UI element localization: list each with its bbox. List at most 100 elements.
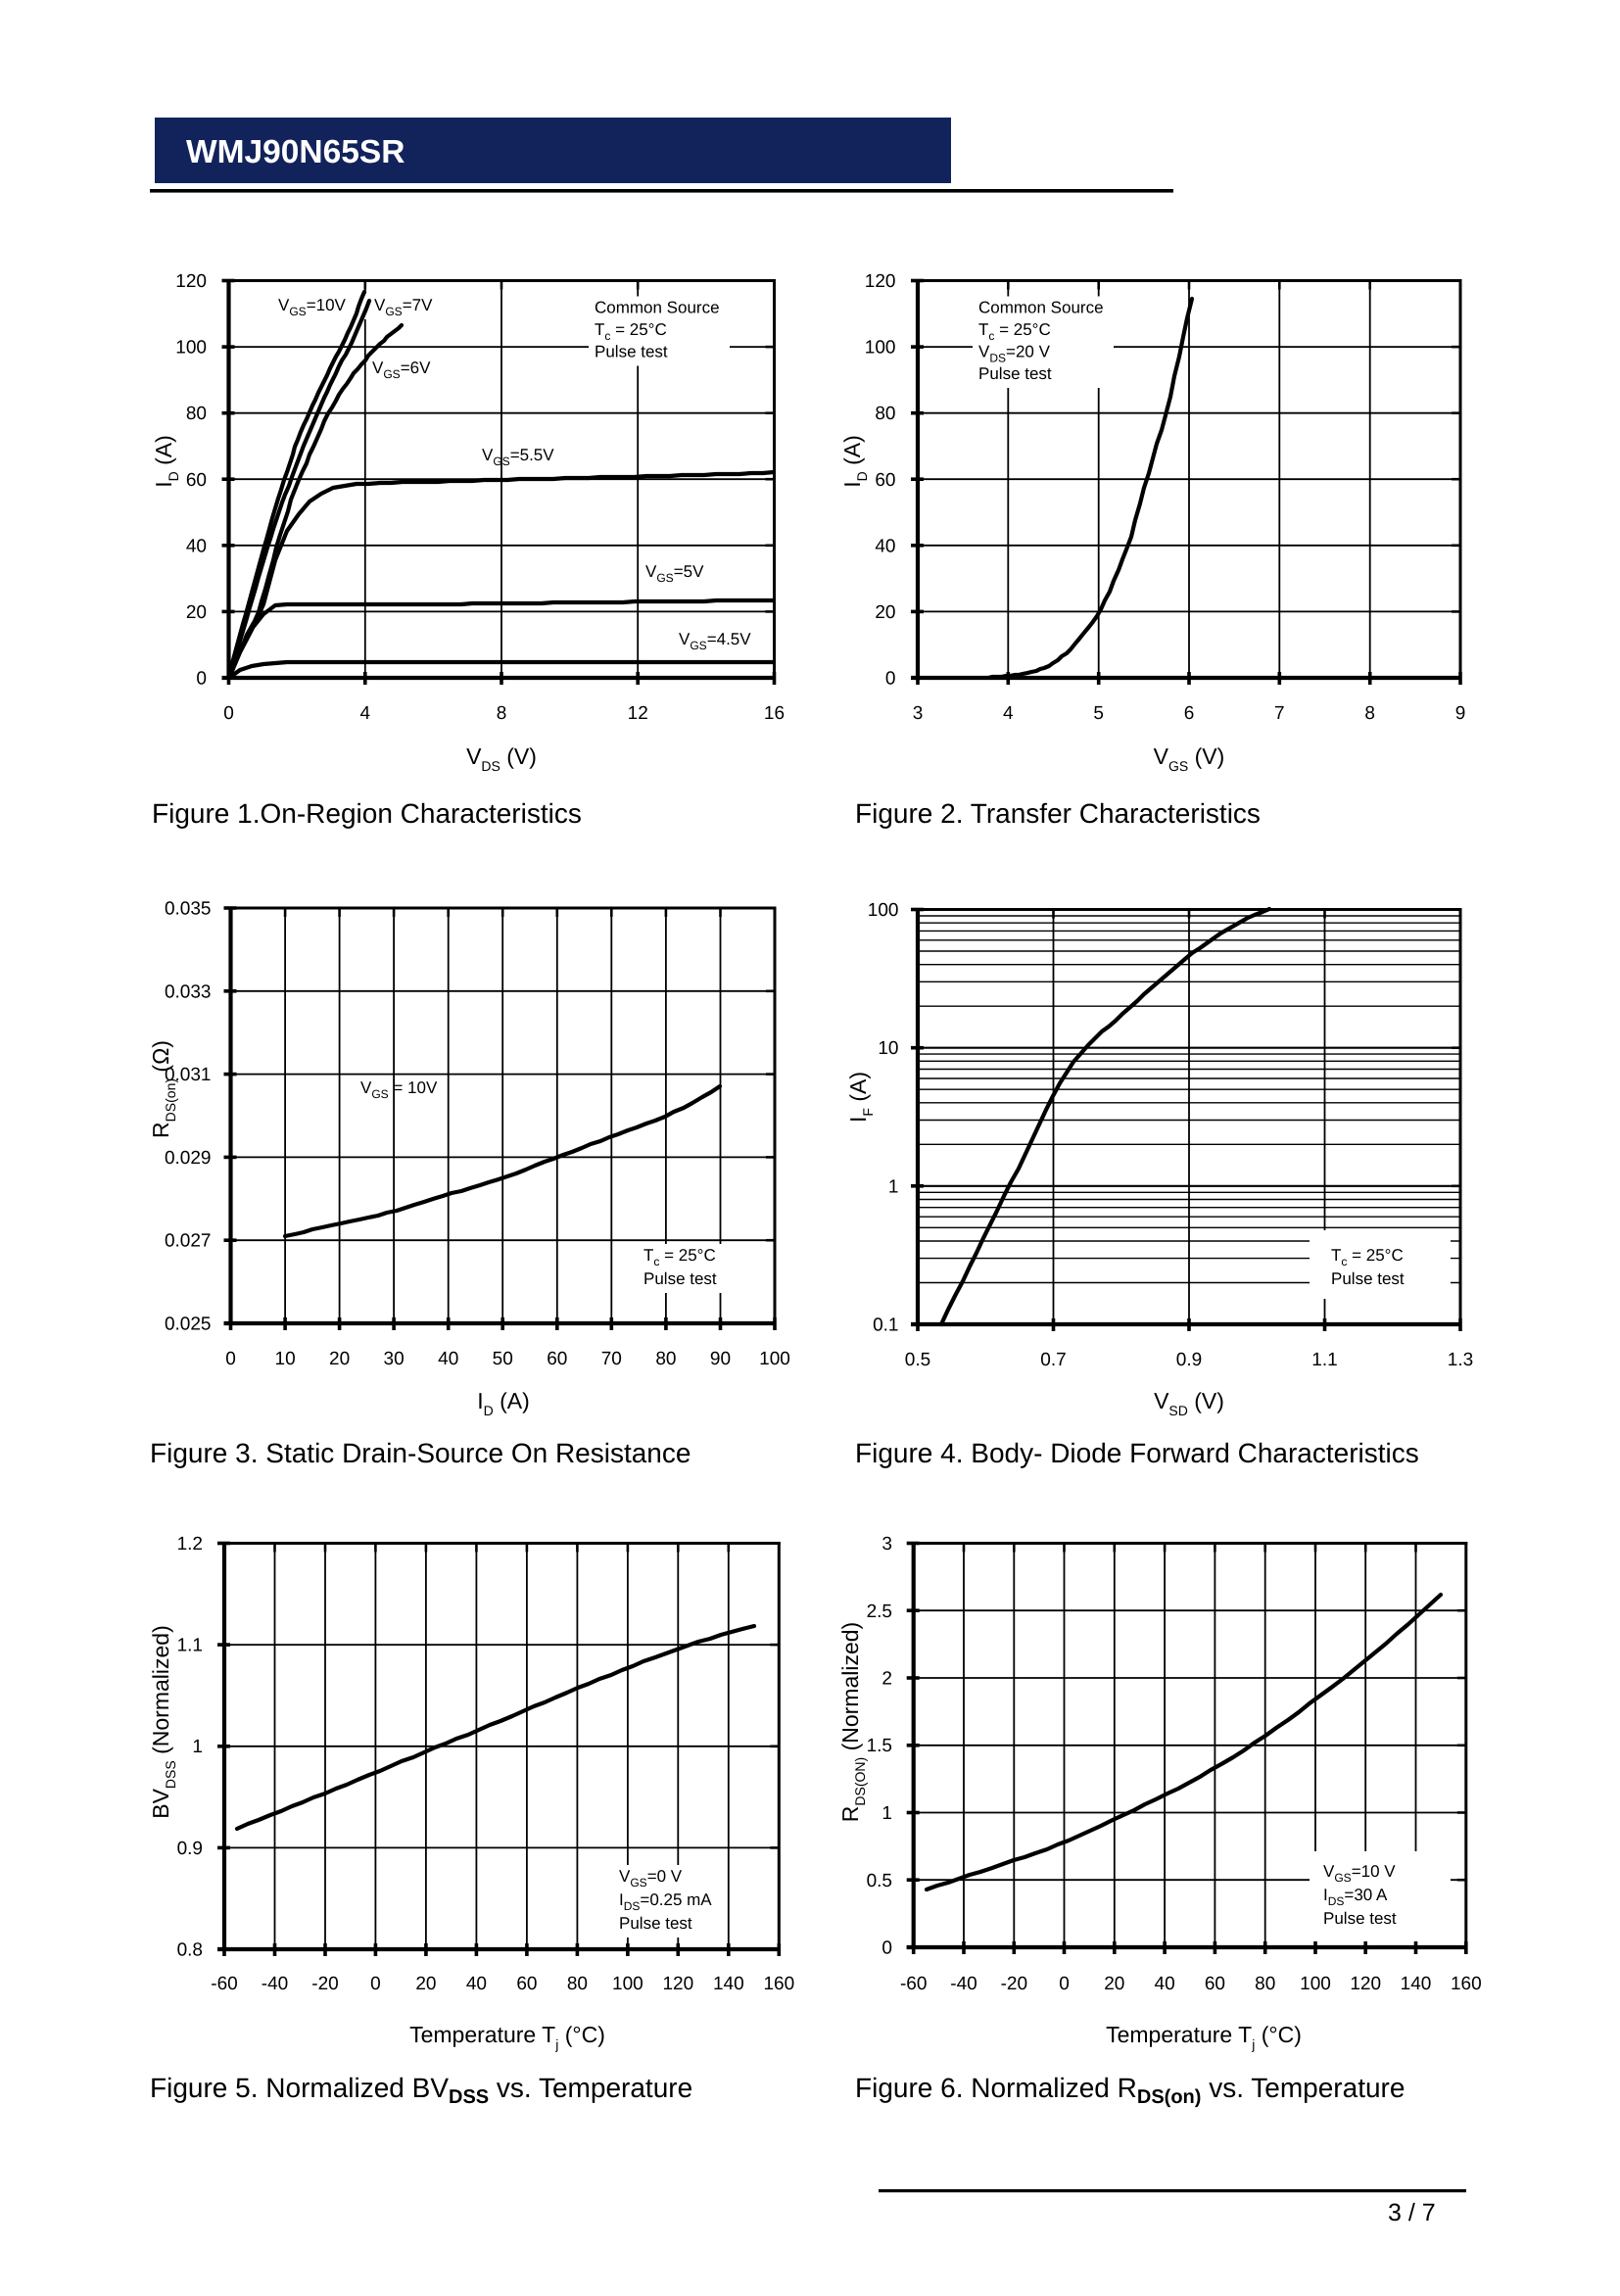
svg-text:3: 3	[913, 703, 924, 724]
svg-text:0.033: 0.033	[165, 981, 212, 1002]
svg-text:VGS​=5.5V: VGS​=5.5V	[482, 446, 554, 468]
svg-text:0: 0	[885, 669, 896, 690]
svg-text:Figure 6. Normalized RDS(on) v: Figure 6. Normalized RDS(on) vs. Tempera…	[855, 2073, 1405, 2108]
svg-text:VGS​=10 V: VGS​=10 V	[1323, 1862, 1396, 1885]
svg-text:VGS​=6V: VGS​=6V	[372, 359, 431, 381]
svg-text:1.1: 1.1	[177, 1636, 203, 1656]
svg-text:3: 3	[881, 1534, 892, 1555]
svg-text:5: 5	[1093, 703, 1104, 724]
svg-text:1.1: 1.1	[1311, 1350, 1337, 1370]
svg-text:160: 160	[763, 1974, 794, 1994]
svg-text:0: 0	[223, 703, 234, 724]
svg-text:40: 40	[438, 1349, 458, 1369]
svg-text:10: 10	[878, 1038, 898, 1059]
svg-text:100: 100	[612, 1974, 643, 1994]
svg-text:90: 90	[710, 1349, 731, 1369]
svg-text:0: 0	[196, 669, 207, 690]
svg-text:100: 100	[175, 338, 207, 359]
svg-text:-40: -40	[950, 1974, 977, 1994]
svg-text:VDS​ (V): VDS​ (V)	[466, 743, 537, 774]
svg-text:-60: -60	[900, 1974, 927, 1994]
svg-text:20: 20	[329, 1349, 350, 1369]
svg-text:0: 0	[225, 1349, 236, 1369]
svg-text:40: 40	[186, 536, 207, 556]
svg-text:60: 60	[547, 1349, 567, 1369]
svg-text:0: 0	[370, 1974, 381, 1994]
svg-text:100: 100	[759, 1349, 790, 1369]
svg-text:40: 40	[875, 536, 895, 556]
svg-text:Common Source: Common Source	[595, 299, 720, 317]
svg-text:Figure 2. Transfer Characteris: Figure 2. Transfer Characteristics	[855, 798, 1261, 829]
svg-text:120: 120	[175, 271, 207, 292]
svg-text:80: 80	[567, 1974, 588, 1994]
svg-text:VGS​=7V: VGS​=7V	[374, 296, 433, 318]
svg-text:20: 20	[186, 602, 207, 623]
svg-text:80: 80	[875, 404, 895, 424]
svg-text:WMJ90N65SR: WMJ90N65SR	[186, 134, 405, 170]
svg-text:2.5: 2.5	[867, 1602, 892, 1622]
svg-text:RDS(ON)​ (Normalized): RDS(ON)​ (Normalized)	[837, 1622, 868, 1822]
svg-text:Pulse test: Pulse test	[643, 1269, 717, 1288]
svg-text:120: 120	[1350, 1974, 1381, 1994]
svg-text:0.9: 0.9	[1176, 1350, 1202, 1370]
svg-text:VGS​=10V: VGS​=10V	[278, 296, 347, 318]
svg-text:IDS​=30 A: IDS​=30 A	[1323, 1886, 1388, 1908]
svg-text:Tc​ = 25°C: Tc​ = 25°C	[978, 320, 1051, 343]
svg-text:120: 120	[662, 1974, 693, 1994]
svg-text:VGS​=5V: VGS​=5V	[645, 562, 704, 585]
svg-text:Pulse test: Pulse test	[595, 343, 668, 361]
svg-text:80: 80	[655, 1349, 676, 1369]
svg-text:0.8: 0.8	[177, 1940, 203, 1961]
svg-text:1.3: 1.3	[1448, 1350, 1473, 1370]
svg-text:ID​ (A): ID​ (A)	[839, 435, 870, 488]
svg-text:RDS(on)​ (Ω): RDS(on)​ (Ω)	[148, 1040, 178, 1138]
svg-text:2: 2	[881, 1669, 892, 1690]
svg-text:60: 60	[516, 1974, 537, 1994]
svg-text:Figure 1.On-Region Characteris: Figure 1.On-Region Characteristics	[152, 798, 582, 829]
svg-text:70: 70	[601, 1349, 622, 1369]
svg-text:VGS​ = 10V: VGS​ = 10V	[360, 1078, 438, 1101]
svg-text:Pulse test: Pulse test	[1331, 1269, 1405, 1288]
svg-text:-20: -20	[1001, 1974, 1027, 1994]
svg-text:Tc​ = 25°C: Tc​ = 25°C	[595, 320, 667, 343]
svg-text:Pulse test: Pulse test	[978, 364, 1052, 383]
svg-text:1: 1	[192, 1737, 203, 1757]
svg-text:VDS​=20 V: VDS​=20 V	[978, 343, 1051, 365]
svg-text:Figure 3. Static Drain-Source: Figure 3. Static Drain-Source On Resista…	[150, 1438, 691, 1468]
svg-text:0.7: 0.7	[1040, 1350, 1066, 1370]
svg-text:20: 20	[875, 602, 895, 623]
svg-text:12: 12	[628, 703, 648, 724]
svg-text:10: 10	[275, 1349, 296, 1369]
svg-text:0.035: 0.035	[165, 899, 212, 920]
svg-text:Figure 5. Normalized BVDSS vs.: Figure 5. Normalized BVDSS vs. Temperatu…	[150, 2073, 692, 2108]
svg-text:1: 1	[888, 1176, 899, 1197]
svg-text:120: 120	[865, 271, 896, 292]
svg-text:0.5: 0.5	[867, 1871, 892, 1891]
svg-text:Pulse test: Pulse test	[1323, 1909, 1397, 1928]
svg-text:1.5: 1.5	[867, 1736, 892, 1756]
svg-text:Temperature Tj​ (°C): Temperature Tj​ (°C)	[1106, 2022, 1302, 2052]
svg-text:0.1: 0.1	[873, 1315, 898, 1336]
svg-text:60: 60	[875, 470, 895, 491]
svg-text:4: 4	[1003, 703, 1014, 724]
svg-text:0: 0	[881, 1938, 892, 1959]
svg-text:1.2: 1.2	[177, 1534, 203, 1555]
svg-text:60: 60	[186, 470, 207, 491]
svg-text:50: 50	[493, 1349, 513, 1369]
svg-text:VGS​=4.5V: VGS​=4.5V	[679, 630, 751, 652]
svg-text:40: 40	[1155, 1974, 1175, 1994]
svg-text:IDS​=0.25 mA: IDS​=0.25 mA	[619, 1890, 712, 1913]
svg-text:16: 16	[764, 703, 785, 724]
svg-text:140: 140	[1401, 1974, 1432, 1994]
svg-text:100: 100	[1300, 1974, 1331, 1994]
svg-text:0: 0	[1059, 1974, 1070, 1994]
svg-text:Pulse test: Pulse test	[619, 1914, 692, 1933]
svg-text:0.5: 0.5	[905, 1350, 930, 1370]
svg-text:IF​ (A): IF​ (A)	[845, 1072, 876, 1123]
svg-text:Temperature Tj​ (°C): Temperature Tj​ (°C)	[409, 2022, 605, 2052]
svg-text:8: 8	[497, 703, 507, 724]
svg-text:40: 40	[466, 1974, 487, 1994]
svg-text:100: 100	[868, 900, 899, 921]
svg-text:-60: -60	[211, 1974, 237, 1994]
svg-text:-40: -40	[262, 1974, 288, 1994]
